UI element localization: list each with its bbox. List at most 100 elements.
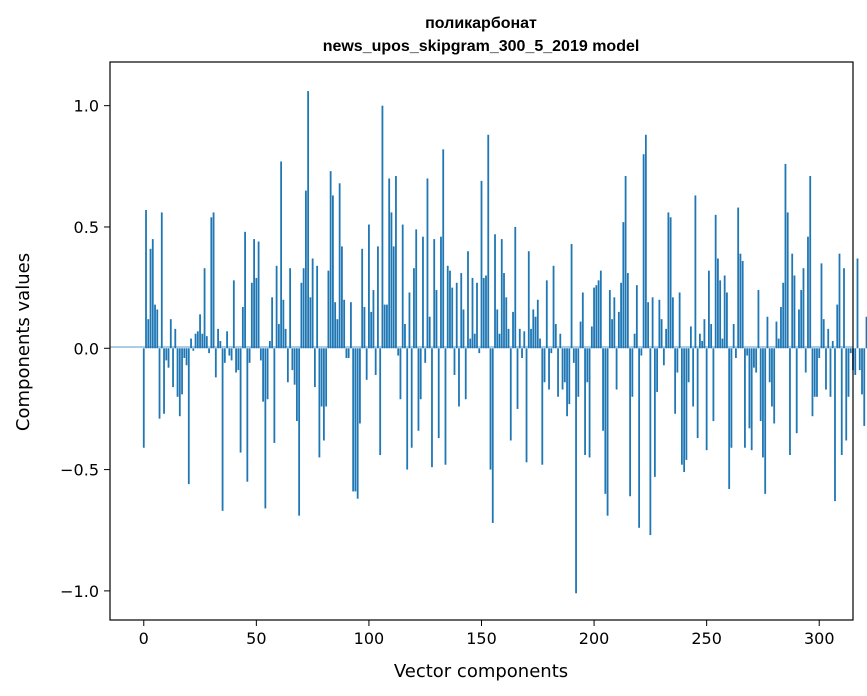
bar: [280, 161, 283, 349]
bar: [633, 333, 636, 349]
bar: [782, 282, 785, 349]
bar: [710, 324, 713, 349]
x-tick-label: 150: [466, 629, 497, 648]
bar: [723, 275, 726, 349]
bar: [689, 326, 692, 349]
bar: [212, 212, 215, 349]
bar: [183, 348, 186, 358]
bar: [570, 243, 573, 349]
bar: [602, 348, 604, 431]
bar: [392, 246, 395, 349]
bar: [316, 265, 319, 349]
bar: [699, 333, 701, 349]
bar: [187, 348, 190, 485]
bar: [512, 311, 514, 349]
bar: [563, 348, 566, 383]
bar: [766, 316, 769, 349]
bar: [735, 348, 737, 358]
bar: [370, 311, 373, 349]
bar: [678, 292, 681, 349]
bar: [741, 260, 744, 349]
bar: [680, 348, 683, 465]
bar: [397, 348, 400, 356]
bar: [437, 348, 440, 439]
bar: [521, 348, 523, 358]
bar: [275, 265, 278, 349]
bar: [205, 336, 208, 349]
bar: [498, 333, 501, 349]
bar: [350, 302, 352, 349]
bar: [390, 212, 393, 349]
bar: [343, 299, 346, 349]
bar: [192, 348, 195, 351]
bar: [820, 263, 823, 349]
bar: [804, 348, 807, 373]
bar: [311, 258, 314, 349]
y-tick-label: 1.0: [74, 97, 99, 116]
bar: [151, 239, 154, 349]
bar: [320, 348, 323, 407]
bar: [629, 348, 631, 497]
bar: [332, 195, 334, 349]
bar: [800, 290, 803, 349]
bar: [356, 348, 359, 499]
bar: [671, 297, 674, 349]
bar: [291, 348, 294, 371]
bar: [676, 348, 679, 373]
bar: [771, 348, 773, 407]
bar: [559, 333, 562, 349]
bar: [347, 348, 350, 358]
bar: [433, 239, 436, 349]
y-tick-label: −1.0: [60, 582, 99, 601]
bar: [545, 280, 548, 349]
y-axis-label: Components values: [13, 253, 34, 431]
bar: [379, 348, 382, 456]
bar: [413, 268, 415, 349]
bar: [584, 348, 586, 456]
bar: [653, 348, 656, 477]
bar: [861, 348, 863, 395]
bar: [536, 299, 539, 349]
bar: [264, 348, 267, 509]
bar: [516, 348, 519, 409]
bar: [746, 348, 749, 356]
bar: [658, 299, 661, 349]
bar: [518, 328, 521, 349]
bar: [244, 231, 246, 349]
bar: [714, 214, 717, 349]
x-tick-label: 300: [804, 629, 835, 648]
bar: [372, 290, 375, 349]
bar: [807, 236, 809, 349]
chart-title: поликарбонат: [425, 15, 537, 32]
x-tick-label: 250: [691, 629, 722, 648]
bar: [217, 328, 219, 349]
bar: [424, 348, 427, 363]
bar: [541, 348, 544, 465]
bar: [500, 239, 503, 349]
bar: [307, 91, 310, 349]
bar: [539, 338, 541, 349]
bar: [496, 309, 499, 349]
bar: [359, 348, 361, 424]
bar: [624, 176, 627, 349]
bar: [798, 309, 800, 349]
bar: [471, 277, 474, 349]
bar: [174, 328, 177, 349]
bar: [644, 134, 647, 349]
bar: [381, 105, 384, 349]
bar: [246, 348, 249, 482]
bar: [543, 348, 546, 383]
bar: [476, 282, 478, 349]
bar: [293, 348, 296, 385]
bar: [460, 273, 463, 349]
bar: [597, 280, 600, 349]
bar: [255, 277, 258, 349]
bar: [480, 180, 483, 349]
bar: [419, 348, 422, 400]
bar: [172, 348, 174, 388]
bar: [554, 324, 557, 349]
bar: [354, 348, 357, 492]
bar: [410, 348, 413, 448]
bar: [473, 333, 476, 349]
bar: [514, 226, 517, 349]
